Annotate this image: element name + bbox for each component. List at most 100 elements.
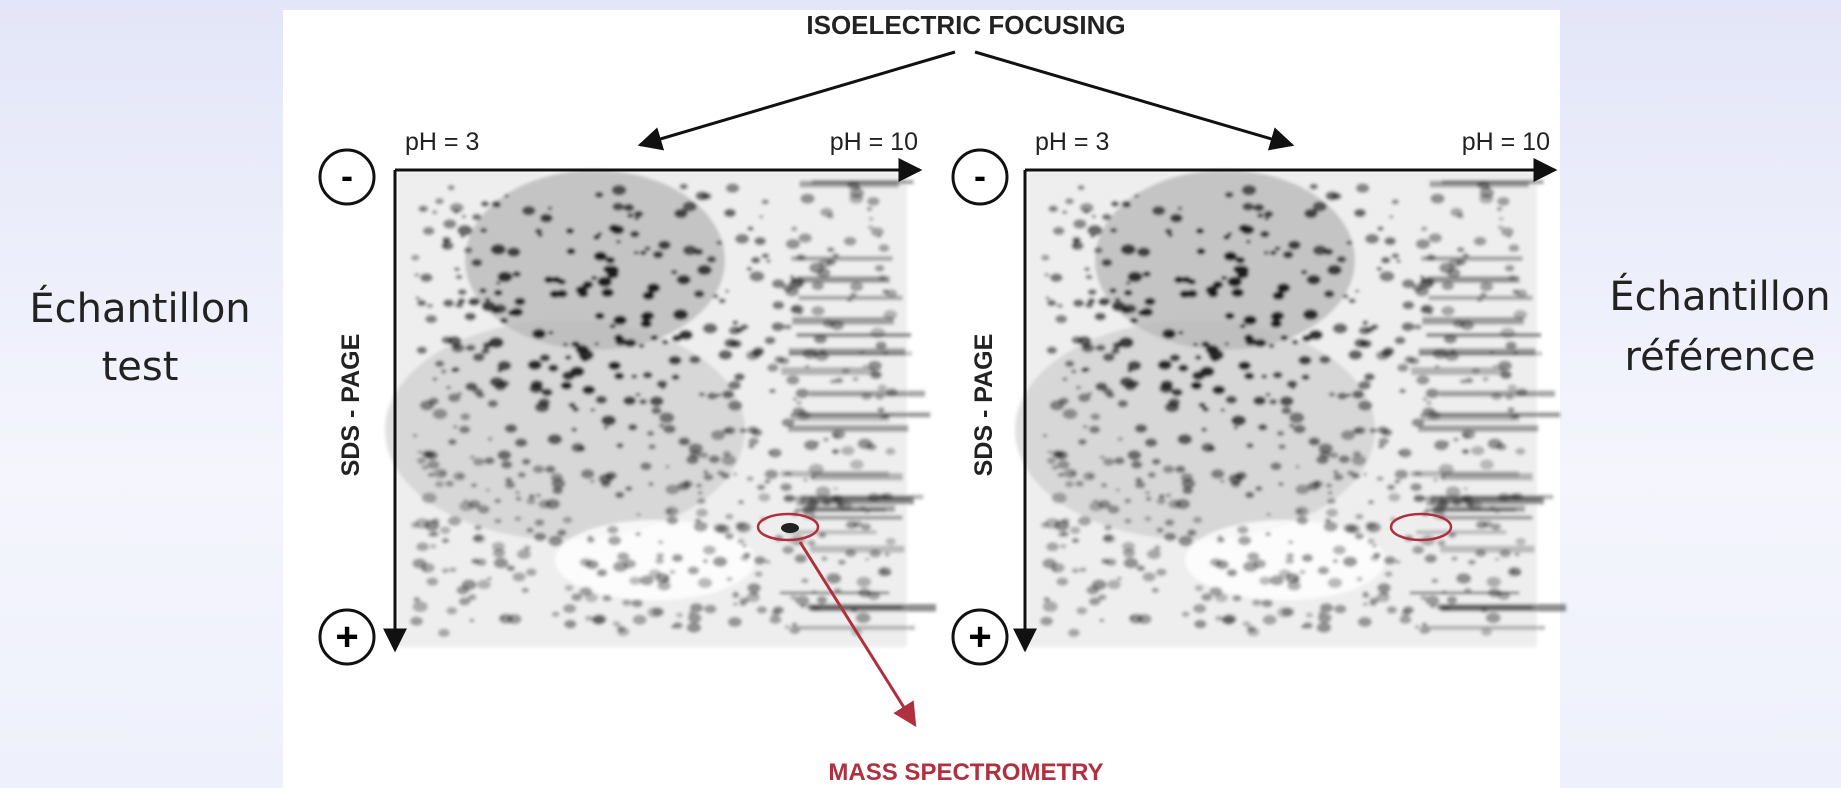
gel-texture xyxy=(754,556,766,565)
gel-texture xyxy=(623,396,636,405)
gel-texture xyxy=(498,271,513,282)
gel-texture xyxy=(456,586,469,595)
gel-texture xyxy=(1193,343,1198,346)
gel-texture xyxy=(432,210,437,214)
gel-texture xyxy=(753,347,765,355)
gel-texture xyxy=(1426,333,1541,337)
gel-texture xyxy=(1416,239,1430,249)
gel-texture xyxy=(1326,508,1338,517)
gel-texture xyxy=(471,483,477,487)
gel-texture xyxy=(1071,370,1076,374)
gel-texture xyxy=(1077,185,1084,190)
gel-texture xyxy=(1514,553,1519,557)
gel-texture xyxy=(1343,524,1356,533)
gel-texture xyxy=(877,384,887,391)
gel-texture xyxy=(639,399,647,405)
gel-texture xyxy=(615,338,626,346)
gel-texture xyxy=(1165,402,1180,412)
gel-texture xyxy=(1263,615,1277,625)
gel-texture xyxy=(1329,392,1335,397)
gel-texture xyxy=(458,474,464,478)
gel-texture xyxy=(418,205,428,212)
gel-texture xyxy=(1427,410,1441,420)
gel-texture xyxy=(448,439,457,445)
gel-texture xyxy=(1242,203,1254,211)
gel-texture xyxy=(1104,525,1112,531)
gel-texture xyxy=(1069,471,1076,476)
gel-texture xyxy=(1168,500,1181,509)
gel-texture xyxy=(576,286,588,295)
gel-texture xyxy=(707,256,717,263)
gel-texture xyxy=(478,505,490,514)
gel-texture xyxy=(1244,372,1254,379)
gel-texture xyxy=(623,204,634,212)
gel-texture xyxy=(887,572,892,575)
gel-texture xyxy=(625,486,632,491)
gel-texture xyxy=(1515,538,1526,546)
gel-texture xyxy=(1109,288,1116,293)
gel-texture xyxy=(722,427,731,434)
gel-texture xyxy=(1446,486,1461,497)
gel-texture xyxy=(1227,232,1232,235)
gel-texture xyxy=(1270,250,1277,255)
gel-texture xyxy=(704,605,717,614)
gel-texture xyxy=(695,518,701,522)
gel-texture xyxy=(1355,514,1363,520)
gel-texture xyxy=(1057,303,1063,308)
gel-texture xyxy=(1391,253,1399,259)
gel-texture xyxy=(769,448,782,457)
gel-texture xyxy=(494,558,509,569)
gel-texture xyxy=(557,529,567,536)
gel-texture xyxy=(672,335,682,342)
gel-texture xyxy=(878,244,889,252)
gel-texture xyxy=(622,599,632,606)
electrode: + xyxy=(335,615,358,659)
gel-texture xyxy=(1381,257,1391,264)
gel-texture xyxy=(713,294,719,298)
gel-texture xyxy=(1210,558,1222,566)
gel-texture xyxy=(739,601,746,606)
gel-texture xyxy=(694,290,705,298)
gel-texture xyxy=(1426,500,1435,507)
gel-texture xyxy=(870,327,885,338)
gel-texture xyxy=(849,194,863,204)
gel-texture xyxy=(1101,259,1112,267)
gel-texture xyxy=(810,546,904,553)
gel-texture xyxy=(1509,415,1516,420)
gel-texture xyxy=(536,494,541,498)
gel-texture xyxy=(1285,558,1294,564)
gel-texture xyxy=(463,499,468,503)
gel-texture xyxy=(522,458,531,464)
gel-texture xyxy=(739,428,746,433)
gel-texture xyxy=(1047,300,1056,307)
gel-texture xyxy=(1233,290,1242,296)
gel-texture xyxy=(1238,536,1251,546)
gel-texture xyxy=(565,585,574,591)
gel-texture xyxy=(1301,374,1309,380)
gel-texture xyxy=(1221,409,1225,412)
gel-texture xyxy=(491,244,506,255)
gel-texture xyxy=(698,491,703,494)
ph-label: pH = 10 xyxy=(1462,128,1550,156)
gel-texture xyxy=(789,626,800,634)
gel-texture xyxy=(613,315,627,325)
gel-texture xyxy=(1349,298,1356,303)
gel-texture xyxy=(1377,226,1384,231)
gel-texture xyxy=(1396,560,1401,564)
gel-texture xyxy=(694,522,708,532)
gel-texture xyxy=(535,402,550,412)
gel-texture xyxy=(1062,210,1067,214)
gel-texture xyxy=(1178,364,1189,372)
gel-texture xyxy=(1101,483,1107,487)
gel-texture xyxy=(633,615,647,625)
gel-texture xyxy=(867,207,873,211)
gel-texture xyxy=(623,559,636,568)
gel-texture xyxy=(666,509,672,513)
gel-texture xyxy=(880,569,886,573)
gel-texture xyxy=(859,351,864,355)
gel-texture xyxy=(1475,549,1486,557)
gel-texture xyxy=(1477,298,1483,302)
gel-texture xyxy=(1403,606,1414,614)
gel-texture xyxy=(687,622,702,632)
gel-texture xyxy=(791,305,802,313)
